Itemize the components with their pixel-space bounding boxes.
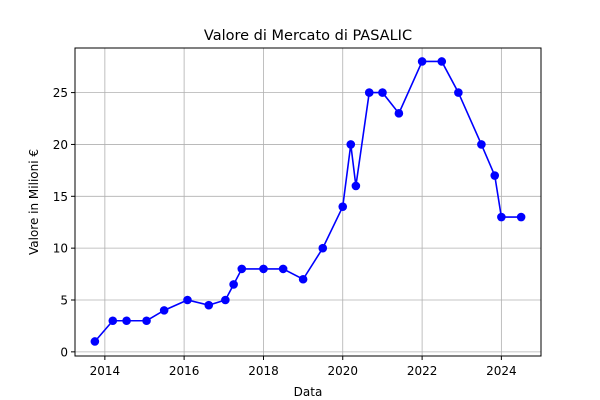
data-point <box>90 337 100 346</box>
data-point <box>229 280 238 289</box>
data-point <box>237 264 247 274</box>
x-tick-label: 2022 <box>407 364 438 378</box>
data-point <box>122 316 131 326</box>
data-point <box>378 88 387 97</box>
data-series <box>90 57 526 346</box>
data-point <box>417 57 427 66</box>
y-tick-label: 20 <box>53 138 68 152</box>
x-tick-label: 2014 <box>90 364 121 378</box>
data-point <box>159 306 169 315</box>
data-point <box>346 140 356 149</box>
x-axis-label: Data <box>294 385 323 399</box>
x-tick-label: 2016 <box>169 364 200 378</box>
chart-title: Valore di Mercato di PASALIC <box>204 28 412 44</box>
y-tick-label: 0 <box>60 345 68 359</box>
plot-area-frame <box>74 47 542 357</box>
data-point <box>183 295 192 305</box>
data-point <box>338 202 348 211</box>
y-axis-ticks: 0 5 10 15 20 25 <box>53 86 75 359</box>
x-tick-label: 2020 <box>327 364 358 378</box>
data-point <box>204 300 214 310</box>
data-point <box>108 316 118 326</box>
data-point <box>278 264 288 274</box>
y-tick-label: 25 <box>53 86 68 100</box>
y-tick-label: 15 <box>53 190 68 204</box>
data-point <box>437 57 447 66</box>
data-point <box>142 316 151 326</box>
y-tick-label: 10 <box>53 242 68 256</box>
y-axis-label: Valore in Milioni € <box>27 149 41 255</box>
x-axis-ticks: 2014 2016 2018 2020 2022 2024 <box>90 356 517 378</box>
x-tick-label: 2018 <box>248 364 279 378</box>
data-point <box>259 264 268 274</box>
data-point <box>490 171 500 180</box>
grid-lines <box>75 48 541 356</box>
y-tick-label: 5 <box>60 294 68 308</box>
data-point <box>298 274 308 284</box>
data-point <box>454 88 463 97</box>
data-point <box>516 212 526 222</box>
data-point <box>318 243 328 253</box>
data-point <box>394 109 404 118</box>
x-tick-label: 2024 <box>486 364 517 378</box>
data-point <box>497 212 506 222</box>
data-point <box>221 295 230 305</box>
data-point <box>364 88 374 97</box>
data-point <box>351 181 361 191</box>
data-point <box>477 140 486 149</box>
